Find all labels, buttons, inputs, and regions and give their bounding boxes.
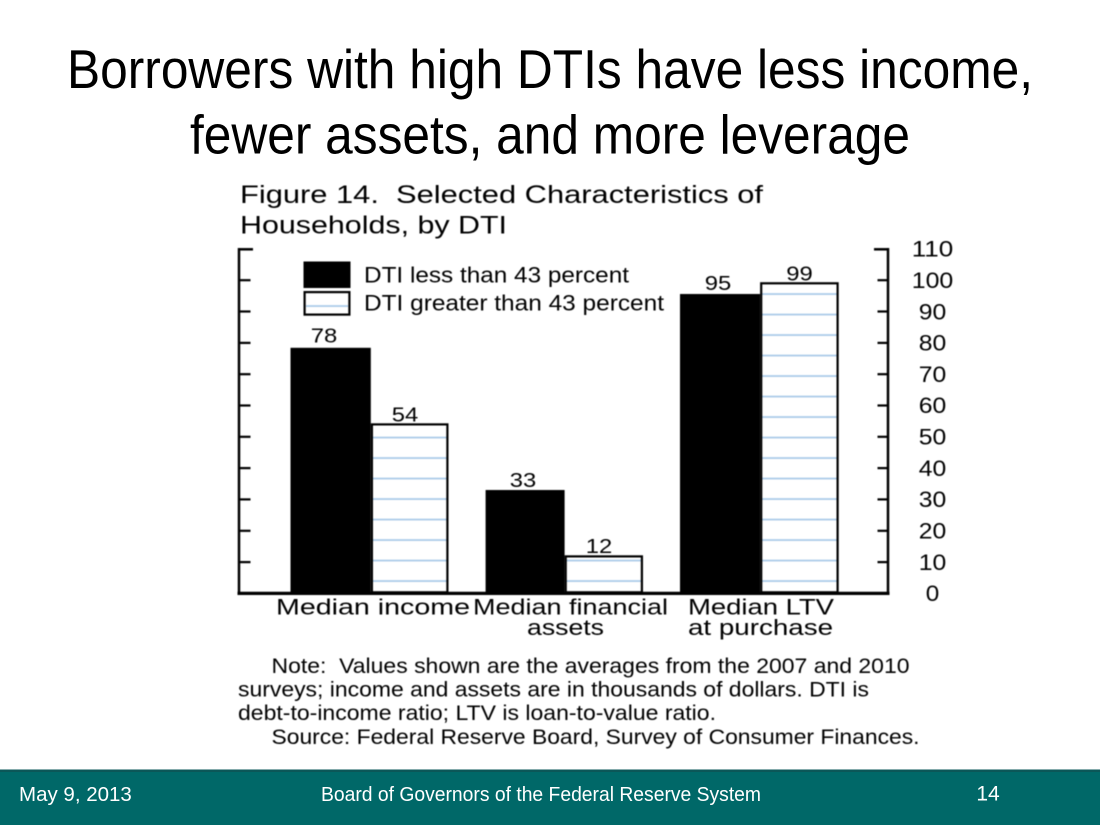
svg-text:20: 20 — [919, 519, 947, 544]
svg-text:Median financial: Median financial — [473, 594, 668, 619]
svg-text:fewer assets, and more leverag: fewer assets, and more leverage — [190, 105, 910, 166]
svg-text:DTI greater than 43 percent: DTI greater than 43 percent — [364, 291, 665, 316]
svg-text:Median LTV: Median LTV — [688, 594, 834, 619]
svg-text:Households, by DTI: Households, by DTI — [240, 211, 507, 239]
svg-text:40: 40 — [919, 456, 947, 481]
svg-text:90: 90 — [919, 299, 947, 324]
svg-text:14: 14 — [976, 783, 1000, 806]
svg-text:DTI less than 43 percent: DTI less than 43 percent — [364, 263, 630, 288]
svg-text:70: 70 — [919, 362, 947, 387]
svg-text:33: 33 — [510, 470, 537, 492]
svg-text:54: 54 — [392, 404, 419, 426]
svg-text:60: 60 — [919, 393, 947, 418]
svg-text:0: 0 — [926, 581, 940, 606]
svg-text:surveys; income and assets are: surveys; income and assets are in thousa… — [238, 678, 869, 702]
svg-text:Note: Values shown are the av: Note: Values shown are the averages from… — [272, 654, 910, 678]
svg-text:110: 110 — [912, 237, 954, 262]
svg-text:50: 50 — [919, 425, 947, 450]
svg-text:30: 30 — [919, 487, 947, 512]
svg-text:99: 99 — [786, 263, 813, 285]
svg-text:78: 78 — [311, 326, 338, 348]
svg-text:Source: Federal Reserve Board,: Source: Federal Reserve Board, Survey of… — [272, 725, 920, 749]
svg-text:Board of Governors of the Fede: Board of Governors of the Federal Reserv… — [321, 783, 761, 806]
svg-text:debt-to-income ratio; LTV is l: debt-to-income ratio; LTV is loan-to-val… — [238, 701, 716, 725]
svg-text:80: 80 — [919, 331, 947, 356]
svg-text:Median income: Median income — [276, 594, 470, 619]
svg-text:12: 12 — [586, 536, 613, 558]
svg-text:Figure 14. Selected Character: Figure 14. Selected Characteristics of — [240, 181, 763, 209]
svg-text:at purchase: at purchase — [688, 615, 833, 640]
svg-text:Borrowers with high DTIs have: Borrowers with high DTIs have less incom… — [67, 39, 1033, 100]
svg-text:100: 100 — [912, 268, 954, 293]
svg-text:May 9, 2013: May 9, 2013 — [19, 783, 132, 806]
svg-text:95: 95 — [705, 273, 732, 295]
svg-text:assets: assets — [527, 615, 604, 640]
svg-text:10: 10 — [919, 550, 947, 575]
